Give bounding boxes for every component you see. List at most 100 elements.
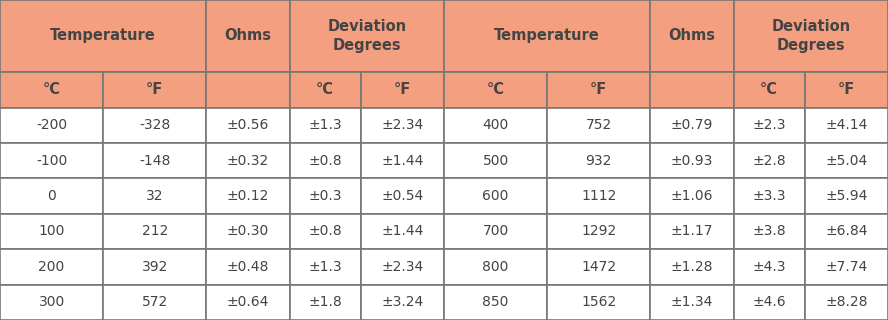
Bar: [206, 249, 289, 284]
Text: ±4.3: ±4.3: [752, 260, 786, 274]
Bar: [805, 143, 888, 178]
Text: 0: 0: [47, 189, 56, 203]
Bar: [206, 143, 289, 178]
Bar: [444, 108, 547, 143]
Text: Ohms: Ohms: [225, 28, 272, 44]
Bar: [103, 108, 206, 143]
Text: ±5.94: ±5.94: [825, 189, 868, 203]
Text: 500: 500: [482, 154, 509, 168]
Text: ±8.28: ±8.28: [825, 295, 868, 309]
Bar: [547, 284, 650, 320]
Text: ±3.24: ±3.24: [381, 295, 424, 309]
Text: °F: °F: [393, 82, 411, 97]
Bar: [103, 214, 206, 249]
Bar: [444, 284, 547, 320]
Bar: [805, 72, 888, 108]
Bar: [289, 143, 361, 178]
Text: 100: 100: [38, 224, 65, 238]
Text: 700: 700: [482, 224, 509, 238]
Bar: [733, 0, 888, 72]
Bar: [289, 72, 361, 108]
Bar: [103, 284, 206, 320]
Bar: [361, 249, 444, 284]
Bar: [444, 249, 547, 284]
Text: 212: 212: [141, 224, 168, 238]
Bar: [103, 72, 206, 108]
Text: 752: 752: [585, 118, 612, 132]
Bar: [206, 178, 289, 214]
Bar: [361, 178, 444, 214]
Bar: [650, 0, 733, 72]
Text: -148: -148: [139, 154, 170, 168]
Bar: [206, 214, 289, 249]
Bar: [361, 108, 444, 143]
Text: ±4.14: ±4.14: [825, 118, 868, 132]
Bar: [733, 249, 805, 284]
Text: 1112: 1112: [581, 189, 616, 203]
Bar: [733, 214, 805, 249]
Text: °F: °F: [591, 82, 607, 97]
Bar: [547, 72, 650, 108]
Bar: [0, 108, 103, 143]
Text: °C: °C: [43, 82, 60, 97]
Bar: [361, 214, 444, 249]
Bar: [547, 108, 650, 143]
Text: 200: 200: [38, 260, 65, 274]
Bar: [289, 284, 361, 320]
Text: 32: 32: [146, 189, 163, 203]
Text: Temperature: Temperature: [51, 28, 156, 44]
Bar: [650, 178, 733, 214]
Bar: [444, 0, 650, 72]
Bar: [547, 178, 650, 214]
Bar: [444, 143, 547, 178]
Bar: [444, 214, 547, 249]
Bar: [0, 284, 103, 320]
Text: 300: 300: [38, 295, 65, 309]
Text: ±2.8: ±2.8: [752, 154, 786, 168]
Bar: [650, 249, 733, 284]
Text: ±1.34: ±1.34: [670, 295, 713, 309]
Bar: [805, 249, 888, 284]
Bar: [289, 249, 361, 284]
Text: °C: °C: [760, 82, 778, 97]
Text: ±0.3: ±0.3: [308, 189, 342, 203]
Text: ±1.06: ±1.06: [670, 189, 713, 203]
Text: ±0.48: ±0.48: [226, 260, 269, 274]
Text: 1472: 1472: [581, 260, 616, 274]
Text: 850: 850: [482, 295, 509, 309]
Text: Temperature: Temperature: [495, 28, 600, 44]
Bar: [805, 214, 888, 249]
Bar: [733, 284, 805, 320]
Bar: [733, 108, 805, 143]
Bar: [650, 284, 733, 320]
Bar: [547, 214, 650, 249]
Text: -328: -328: [139, 118, 170, 132]
Text: ±0.64: ±0.64: [226, 295, 269, 309]
Bar: [103, 143, 206, 178]
Text: 1292: 1292: [581, 224, 616, 238]
Text: ±1.17: ±1.17: [670, 224, 713, 238]
Text: ±0.12: ±0.12: [226, 189, 269, 203]
Bar: [0, 178, 103, 214]
Bar: [733, 178, 805, 214]
Text: ±3.3: ±3.3: [752, 189, 786, 203]
Text: ±0.79: ±0.79: [670, 118, 713, 132]
Bar: [733, 143, 805, 178]
Bar: [444, 72, 547, 108]
Text: 600: 600: [482, 189, 509, 203]
Bar: [0, 249, 103, 284]
Text: ±6.84: ±6.84: [825, 224, 868, 238]
Text: -200: -200: [36, 118, 67, 132]
Bar: [361, 72, 444, 108]
Text: ±1.28: ±1.28: [670, 260, 713, 274]
Text: ±0.8: ±0.8: [308, 154, 342, 168]
Bar: [650, 214, 733, 249]
Bar: [0, 214, 103, 249]
Bar: [289, 0, 444, 72]
Text: ±2.34: ±2.34: [381, 118, 424, 132]
Text: °C: °C: [316, 82, 334, 97]
Text: ±0.93: ±0.93: [670, 154, 713, 168]
Bar: [547, 143, 650, 178]
Text: 800: 800: [482, 260, 509, 274]
Text: 400: 400: [482, 118, 509, 132]
